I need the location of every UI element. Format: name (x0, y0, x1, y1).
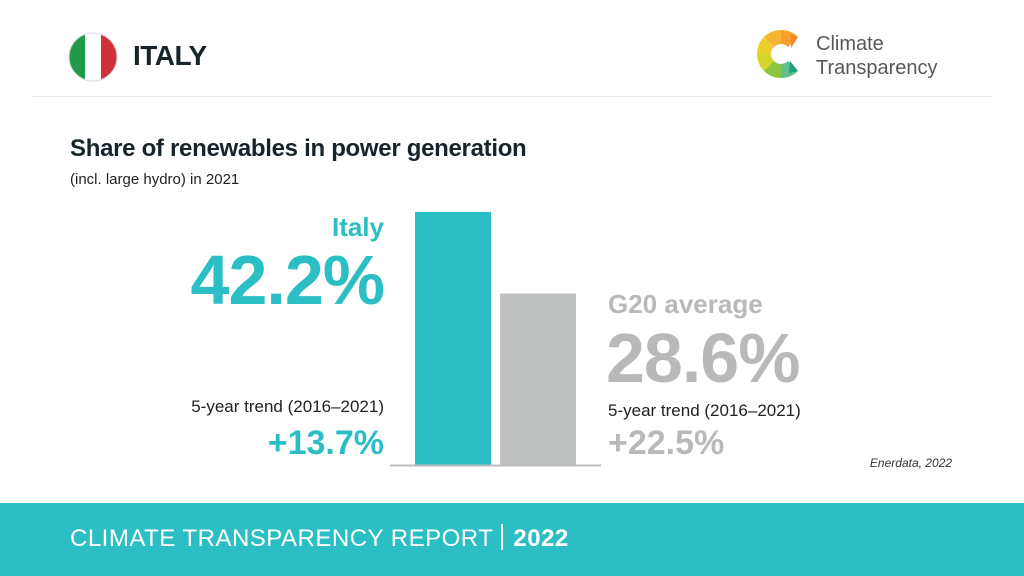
italy-label: Italy (331, 212, 384, 242)
brand-name-line2: Transparency (816, 57, 938, 79)
italy-value-label: 42.2% (190, 241, 385, 319)
chart-title: Share of renewables in power generation (70, 135, 527, 162)
footer-year: 2022 (513, 525, 569, 552)
chart-subtitle: (incl. large hydro) in 2021 (70, 171, 240, 188)
source-note: Enerdata, 2022 (869, 456, 952, 470)
bar-italy (415, 212, 491, 465)
bar-g20-average (500, 293, 576, 465)
country-name: ITALY (133, 40, 207, 71)
g20-value-label: 28.6% (606, 319, 800, 397)
header-divider (32, 96, 992, 97)
italy-trend-value: +13.7% (267, 424, 384, 462)
bar-chart (390, 212, 601, 467)
italy-trend-label: 5-year trend (2016–2021) (191, 397, 384, 416)
brand-name-line1: Climate (816, 33, 884, 55)
footer-text: CLIMATE TRANSPARENCY REPORT 2022 (70, 524, 569, 553)
footer-separator (501, 524, 504, 550)
italy-flag-icon (68, 32, 118, 82)
footer-band (0, 503, 1024, 576)
g20-trend-value: +22.5% (608, 424, 725, 462)
g20-trend-label: 5-year trend (2016–2021) (608, 401, 801, 420)
g20-label: G20 average (608, 289, 763, 319)
climate-transparency-logo-icon (756, 29, 798, 79)
footer-report-title: CLIMATE TRANSPARENCY REPORT (70, 525, 494, 552)
